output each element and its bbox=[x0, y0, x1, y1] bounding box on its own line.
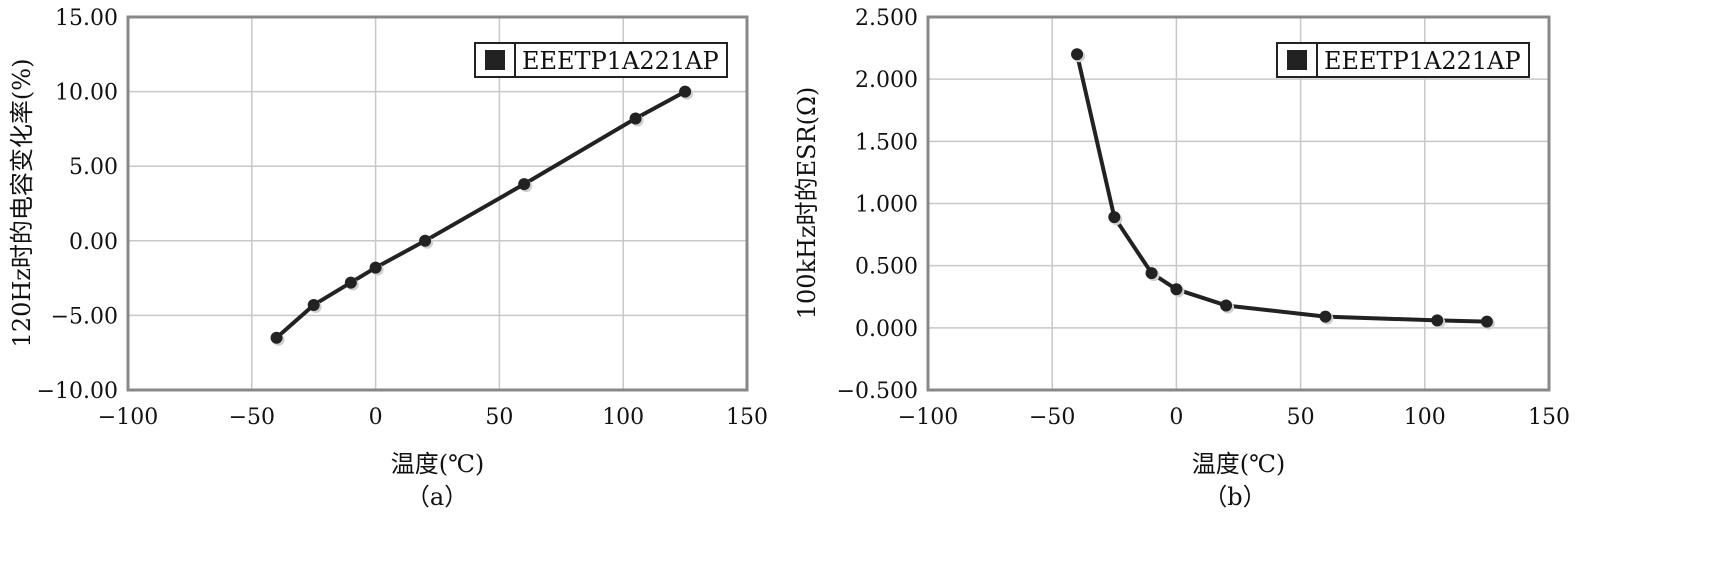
chart-caption: （a） bbox=[406, 483, 468, 511]
legend-label: EEETP1A221AP bbox=[1324, 47, 1521, 75]
y-axis-label: 120Hz时的电容变化率(%) bbox=[8, 59, 36, 348]
data-point bbox=[1071, 48, 1084, 61]
chart-b: −100 −50 0 50 100 150 −0.500 0.000 0.500 1.000 1.5… bbox=[793, 6, 1570, 511]
y-tick-label: −0.500 bbox=[837, 379, 918, 404]
data-point bbox=[1220, 299, 1233, 312]
y-tick-label: 2.000 bbox=[855, 68, 918, 93]
y-tick-label: 2.500 bbox=[855, 6, 918, 31]
x-tick-label: 150 bbox=[726, 405, 768, 430]
x-tick-label: 50 bbox=[1287, 405, 1315, 430]
chart-caption: （b） bbox=[1203, 483, 1266, 511]
data-point bbox=[1170, 283, 1183, 296]
y-tick-label: −5.00 bbox=[51, 304, 118, 329]
data-point bbox=[270, 331, 283, 344]
plot-frame bbox=[126, 15, 749, 392]
series-line bbox=[1075, 53, 1487, 324]
legend-label: EEETP1A221AP bbox=[522, 47, 719, 75]
legend-swatch bbox=[485, 50, 505, 70]
x-tick-label: 0 bbox=[369, 405, 383, 430]
legend-box bbox=[474, 42, 728, 78]
x-tick-label: 0 bbox=[1169, 405, 1183, 430]
y-axis-label: 100kHz时的ESR(Ω) bbox=[793, 87, 821, 320]
y-tick-label: 0.000 bbox=[855, 317, 918, 342]
data-point bbox=[1108, 211, 1121, 224]
legend-box bbox=[1276, 42, 1530, 78]
data-point bbox=[307, 298, 320, 311]
x-axis-label: 温度(℃) bbox=[1192, 450, 1286, 478]
y-tick-label: 10.00 bbox=[55, 81, 118, 106]
series-line bbox=[275, 89, 687, 340]
data-point bbox=[419, 234, 432, 247]
y-tick-label: 0.500 bbox=[855, 255, 918, 280]
y-tick-label: 1.000 bbox=[855, 193, 918, 218]
data-point bbox=[518, 178, 531, 191]
x-tick-label: 100 bbox=[602, 405, 644, 430]
data-point bbox=[1431, 314, 1444, 327]
chart-a: −100 −50 0 50 100 150 −10.00 −5.00 0.00 5.00 10.00… bbox=[8, 6, 768, 511]
x-tick-label: −100 bbox=[98, 405, 158, 430]
x-tick-label: −50 bbox=[1029, 405, 1075, 430]
y-tick-label: 5.00 bbox=[69, 155, 118, 180]
data-point bbox=[1145, 267, 1158, 280]
x-tick-label: 100 bbox=[1404, 405, 1446, 430]
data-point bbox=[369, 261, 382, 274]
legend-swatch bbox=[1287, 50, 1307, 70]
y-tick-label: −10.00 bbox=[37, 379, 118, 404]
x-axis-label: 温度(℃) bbox=[391, 450, 485, 478]
data-point bbox=[1480, 315, 1493, 328]
plot-frame bbox=[926, 15, 1551, 392]
x-tick-label: 50 bbox=[485, 405, 513, 430]
data-point bbox=[679, 85, 692, 98]
y-tick-label: 0.00 bbox=[69, 230, 118, 255]
x-tick-label: −50 bbox=[229, 405, 275, 430]
x-tick-label: −100 bbox=[898, 405, 958, 430]
x-tick-label: 150 bbox=[1528, 405, 1570, 430]
data-point bbox=[629, 112, 642, 125]
y-tick-label: 1.500 bbox=[855, 130, 918, 155]
y-tick-label: 15.00 bbox=[55, 6, 118, 31]
data-point bbox=[344, 276, 357, 289]
data-point bbox=[1319, 310, 1332, 323]
